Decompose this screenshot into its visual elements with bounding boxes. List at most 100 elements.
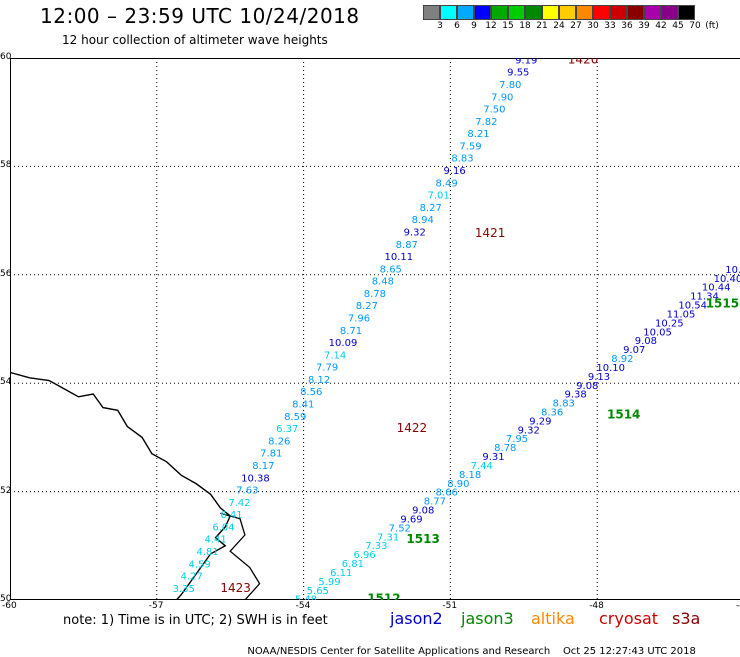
wave-height-value: 8.94: [412, 215, 434, 226]
wave-height-value: 6.41: [220, 510, 242, 521]
longitude-label: -45: [736, 601, 740, 611]
pass-time-label: 1421: [475, 226, 506, 240]
color-scale-label: 36: [621, 21, 632, 31]
wave-height-value: 7.01: [427, 191, 449, 202]
color-scale-label: 12: [485, 21, 496, 31]
color-scale-label: 39: [638, 21, 649, 31]
wave-height-value: 10.38: [241, 473, 270, 484]
wave-height-value: 7.59: [459, 141, 481, 152]
color-swatch: [593, 5, 610, 20]
legend-item: jason2: [390, 609, 443, 628]
latitude-label: 58: [0, 160, 11, 170]
wave-height-value: 10.36: [725, 265, 740, 276]
footer-timestamp: Oct 25 12:27:43 UTC 2018: [563, 646, 696, 657]
legend-item: cryosat: [599, 609, 658, 628]
wave-height-value: 3.35: [173, 584, 195, 595]
color-swatch: [542, 5, 559, 20]
color-swatch: [661, 5, 678, 20]
color-scale-label: 30: [587, 21, 598, 31]
color-scale-label: 18: [519, 21, 530, 31]
footer-credit: NOAA/NESDIS Center for Satellite Applica…: [241, 635, 696, 657]
pass-time-label: 1512: [367, 592, 400, 600]
wave-height-value: 8.56: [300, 387, 322, 398]
wave-height-value: 7.80: [499, 80, 521, 91]
color-swatch: [627, 5, 644, 20]
wave-height-value: 7.63: [236, 486, 258, 497]
wave-height-value: 4.27: [181, 572, 203, 583]
color-swatch: [508, 5, 525, 20]
wave-height-value: 6.37: [276, 424, 298, 435]
latitude-label: 60: [0, 52, 11, 62]
color-swatch: [559, 5, 576, 20]
wave-height-value: 9.32: [404, 228, 426, 239]
color-scale-label: 27: [570, 21, 581, 31]
wave-height-value: 8.83: [451, 154, 473, 165]
wave-height-value: 8.27: [420, 203, 442, 214]
longitude-label: -57: [149, 601, 164, 611]
wave-height-value: 7.42: [228, 498, 250, 509]
wave-height-value: 4.81: [196, 547, 218, 558]
color-swatch: [525, 5, 542, 20]
wave-height-value: 7.82: [475, 117, 497, 128]
wave-height-value: 8.17: [252, 461, 274, 472]
color-swatch: [423, 5, 440, 20]
wave-height-value: 6.04: [212, 522, 234, 533]
wave-height-value: 8.48: [372, 277, 394, 288]
color-swatch: [474, 5, 491, 20]
wave-height-value: 7.90: [491, 92, 513, 103]
legend-item: altika: [531, 609, 575, 628]
map-canvas: 3.354.27 4.594.814.41 6.046.417.427.63 10.3…: [10, 58, 740, 600]
map-border: [11, 59, 740, 600]
color-swatch: [644, 5, 661, 20]
pass-time-label: 1422: [397, 421, 428, 435]
color-swatch: [678, 5, 695, 20]
wave-height-value: 7.50: [483, 105, 505, 116]
color-scale-label: 33: [604, 21, 615, 31]
longitude-label: -60: [2, 601, 17, 611]
wave-height-value: 8.21: [467, 129, 489, 140]
legend-item: s3a: [672, 609, 700, 628]
color-scale-label: (ft): [705, 21, 719, 31]
color-scale: [423, 5, 695, 20]
wave-height-value: 8.71: [340, 326, 362, 337]
map-subtitle: 12 hour collection of altimeter wave hei…: [62, 33, 328, 47]
map-title: 12:00 – 23:59 UTC 10/24/2018: [40, 4, 360, 28]
color-scale-label: 24: [553, 21, 564, 31]
color-scale-label: 6: [454, 21, 460, 31]
color-scale-label: 42: [655, 21, 666, 31]
color-scale-label: 21: [536, 21, 547, 31]
wave-height-value: 7.81: [260, 449, 282, 460]
wave-height-value: 8.41: [292, 400, 314, 411]
pass-time-label: 1423: [220, 581, 251, 595]
wave-height-value: 10.09: [329, 338, 358, 349]
wave-height-value: 8.49: [435, 178, 457, 189]
latitude-label: 54: [0, 377, 11, 387]
wave-height-value: 10.11: [384, 252, 413, 263]
pass-time-label: 1514: [607, 407, 640, 421]
color-swatch: [491, 5, 508, 20]
color-scale-label: 9: [471, 21, 477, 31]
color-swatch: [610, 5, 627, 20]
longitude-label: -51: [442, 601, 457, 611]
pass-time-label: 1420: [568, 58, 599, 66]
wave-height-value: 4.41: [204, 535, 226, 546]
footer-org: NOAA/NESDIS Center for Satellite Applica…: [247, 646, 550, 657]
latitude-label: 52: [0, 486, 11, 496]
color-scale-label: 3: [437, 21, 443, 31]
legend-item: jason3: [461, 609, 514, 628]
color-swatch: [457, 5, 474, 20]
wave-height-value: 8.65: [380, 264, 402, 275]
latitude-label: 56: [0, 269, 11, 279]
color-swatch: [576, 5, 593, 20]
wave-height-value: 8.26: [268, 436, 290, 447]
pass-time-label: 1515: [706, 296, 739, 310]
wave-height-value: 7.14: [324, 350, 346, 361]
wave-height-value: 4.59: [188, 559, 210, 570]
color-swatch: [440, 5, 457, 20]
color-scale-label: 70: [689, 21, 700, 31]
longitude-label: -54: [296, 601, 311, 611]
wave-height-value: 7.96: [348, 314, 370, 325]
pass-time-label: 1513: [406, 532, 439, 546]
